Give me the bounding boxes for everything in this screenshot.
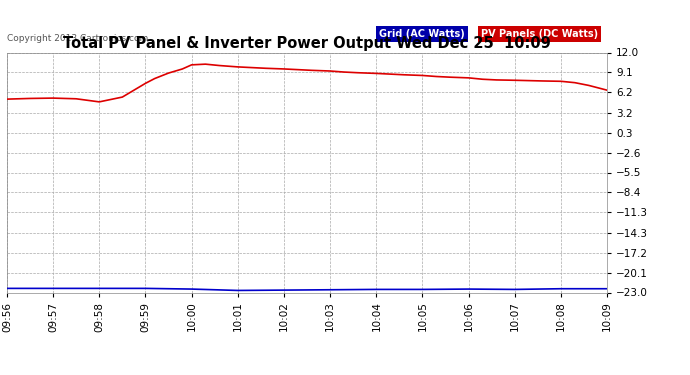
Text: Grid (AC Watts): Grid (AC Watts) [379,29,465,39]
Text: PV Panels (DC Watts): PV Panels (DC Watts) [481,29,598,39]
Text: Copyright 2013 Cartronics.com: Copyright 2013 Cartronics.com [7,34,148,43]
Title: Total PV Panel & Inverter Power Output Wed Dec 25  10:09: Total PV Panel & Inverter Power Output W… [63,36,551,51]
